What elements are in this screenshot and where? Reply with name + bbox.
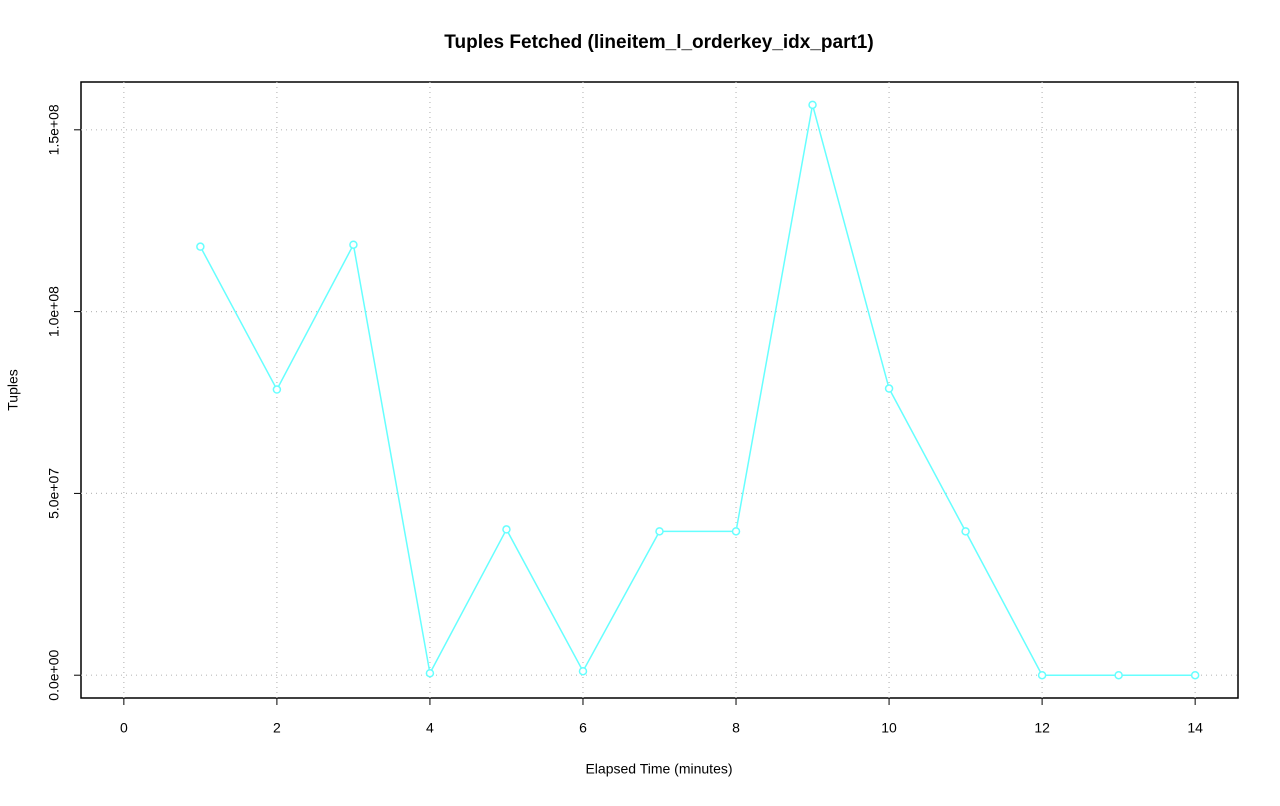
data-point [1037, 670, 1047, 680]
data-point [808, 100, 817, 110]
data-point [578, 666, 588, 676]
data-point [655, 527, 664, 536]
x-tick-label: 8 [732, 720, 740, 736]
data-point [272, 385, 282, 394]
data-point [349, 240, 358, 249]
data-point [502, 525, 511, 534]
y-tick-label: 5.0e+07 [46, 468, 62, 519]
x-tick-label: 6 [579, 720, 587, 736]
data-point [196, 242, 205, 251]
data-line [199, 104, 1196, 676]
y-tick-label: 0.0e+00 [46, 649, 62, 700]
data-point [731, 527, 741, 536]
y-axis-label: Tuples [5, 369, 21, 411]
x-tick-label: 4 [426, 720, 434, 736]
data-point [961, 527, 970, 536]
data-point [1114, 670, 1123, 680]
chart-title: Tuples Fetched (lineitem_l_orderkey_idx_… [444, 32, 873, 53]
x-tick-label: 10 [881, 720, 897, 736]
data-point [1190, 670, 1200, 680]
x-tick-label: 2 [273, 720, 281, 736]
x-tick-label: 12 [1034, 720, 1050, 736]
x-axis-label: Elapsed Time (minutes) [585, 761, 732, 777]
x-tick-label: 0 [120, 720, 128, 736]
data-point [425, 668, 435, 678]
y-tick-label: 1.5e+08 [46, 104, 62, 155]
plot-frame [80, 81, 1239, 699]
data-point [884, 384, 894, 393]
y-tick-label: 1.0e+08 [46, 286, 62, 337]
x-tick-label: 14 [1187, 720, 1203, 736]
